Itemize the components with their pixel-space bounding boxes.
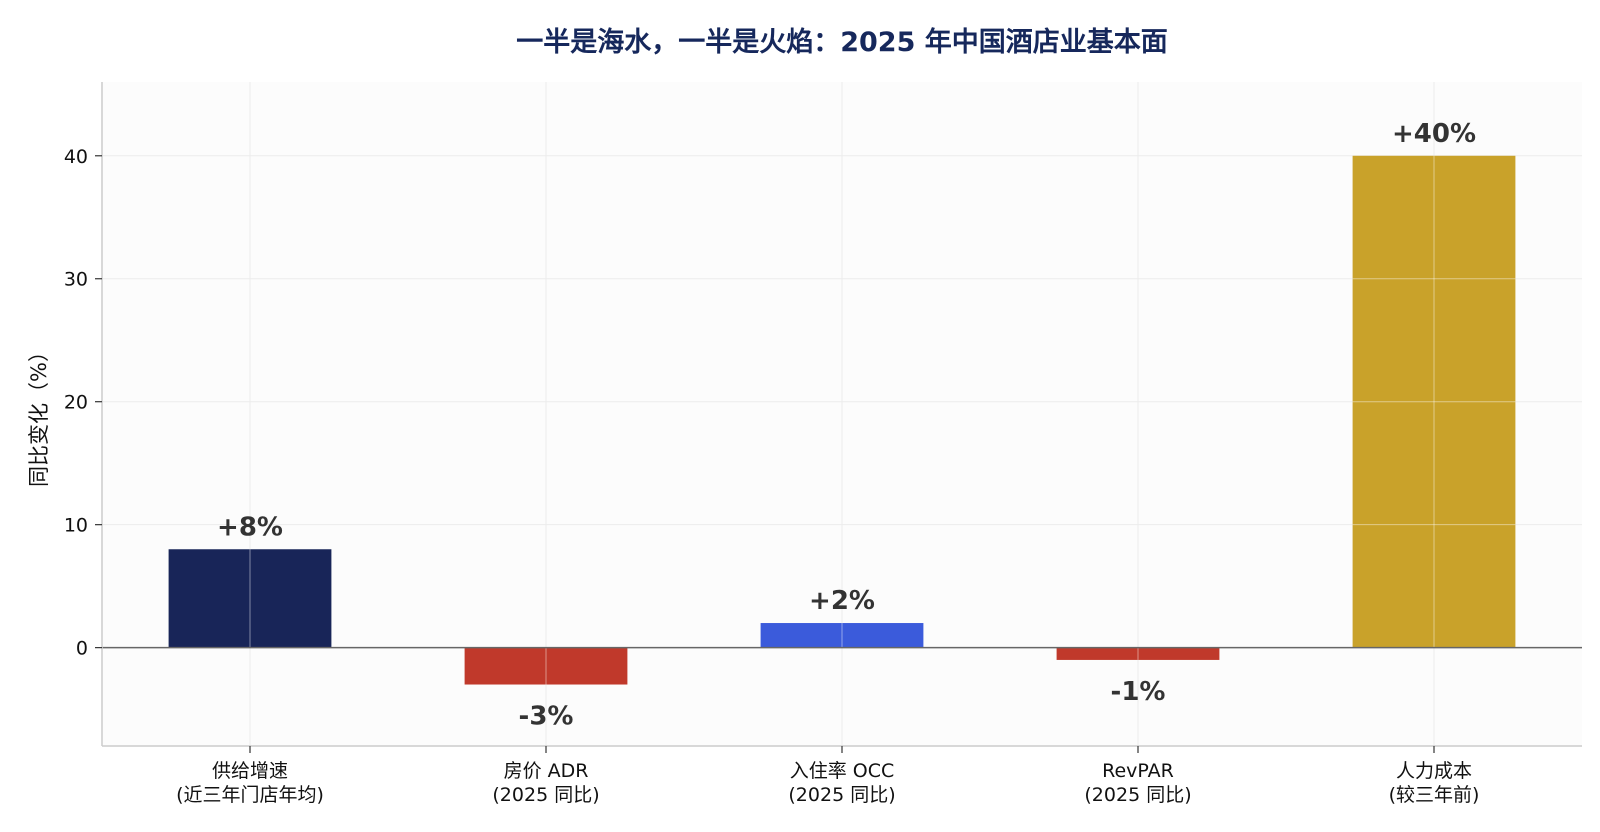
- chart-title: 一半是海水，一半是火焰：2025 年中国酒店业基本面: [516, 26, 1168, 58]
- data-labels: +8% -3% +2% -1% +40%: [217, 119, 1476, 732]
- bar-0: [168, 549, 332, 648]
- y-tick-label-0: 0: [76, 638, 88, 660]
- x-tick-label-1-line-1: (2025 同比): [492, 784, 599, 806]
- vertical-gridlines-overlay: [249, 155, 1516, 685]
- x-axis-ticks: 供给增速(近三年门店年均)房价 ADR(2025 同比)入住率 OCC(2025…: [176, 746, 1479, 806]
- x-tick-label-1-line-0: 房价 ADR: [504, 760, 589, 782]
- bars: [168, 155, 1516, 685]
- bar-4: [1352, 155, 1516, 648]
- x-tick-label-0-line-1: (近三年门店年均): [176, 784, 324, 806]
- data-label-4: +40%: [1392, 119, 1476, 149]
- x-tick-label-4-line-0: 人力成本: [1396, 760, 1472, 782]
- bar-1: [464, 647, 628, 685]
- x-tick-label-2-line-0: 入住率 OCC: [790, 760, 895, 782]
- data-label-1: -3%: [519, 702, 574, 732]
- x-tick-label-4-line-1: (较三年前): [1389, 784, 1480, 806]
- y-axis-label: 同比变化（%）: [27, 341, 51, 487]
- x-tick-label-3-line-0: RevPAR: [1102, 760, 1174, 782]
- data-label-3: -1%: [1111, 677, 1166, 707]
- y-tick-label-3: 30: [64, 269, 88, 291]
- bar-2: [760, 623, 924, 648]
- y-tick-label-4: 40: [64, 146, 88, 168]
- x-tick-label-2-line-1: (2025 同比): [788, 784, 895, 806]
- y-axis-ticks: 0 10 20 30 40: [64, 146, 102, 660]
- x-tick-label-0-line-0: 供给增速: [212, 760, 288, 782]
- data-label-0: +8%: [217, 512, 283, 542]
- bar-3: [1056, 647, 1220, 660]
- x-tick-label-3-line-1: (2025 同比): [1084, 784, 1191, 806]
- y-tick-label-1: 10: [64, 515, 88, 537]
- y-tick-label-2: 20: [64, 392, 88, 414]
- data-label-2: +2%: [809, 586, 875, 616]
